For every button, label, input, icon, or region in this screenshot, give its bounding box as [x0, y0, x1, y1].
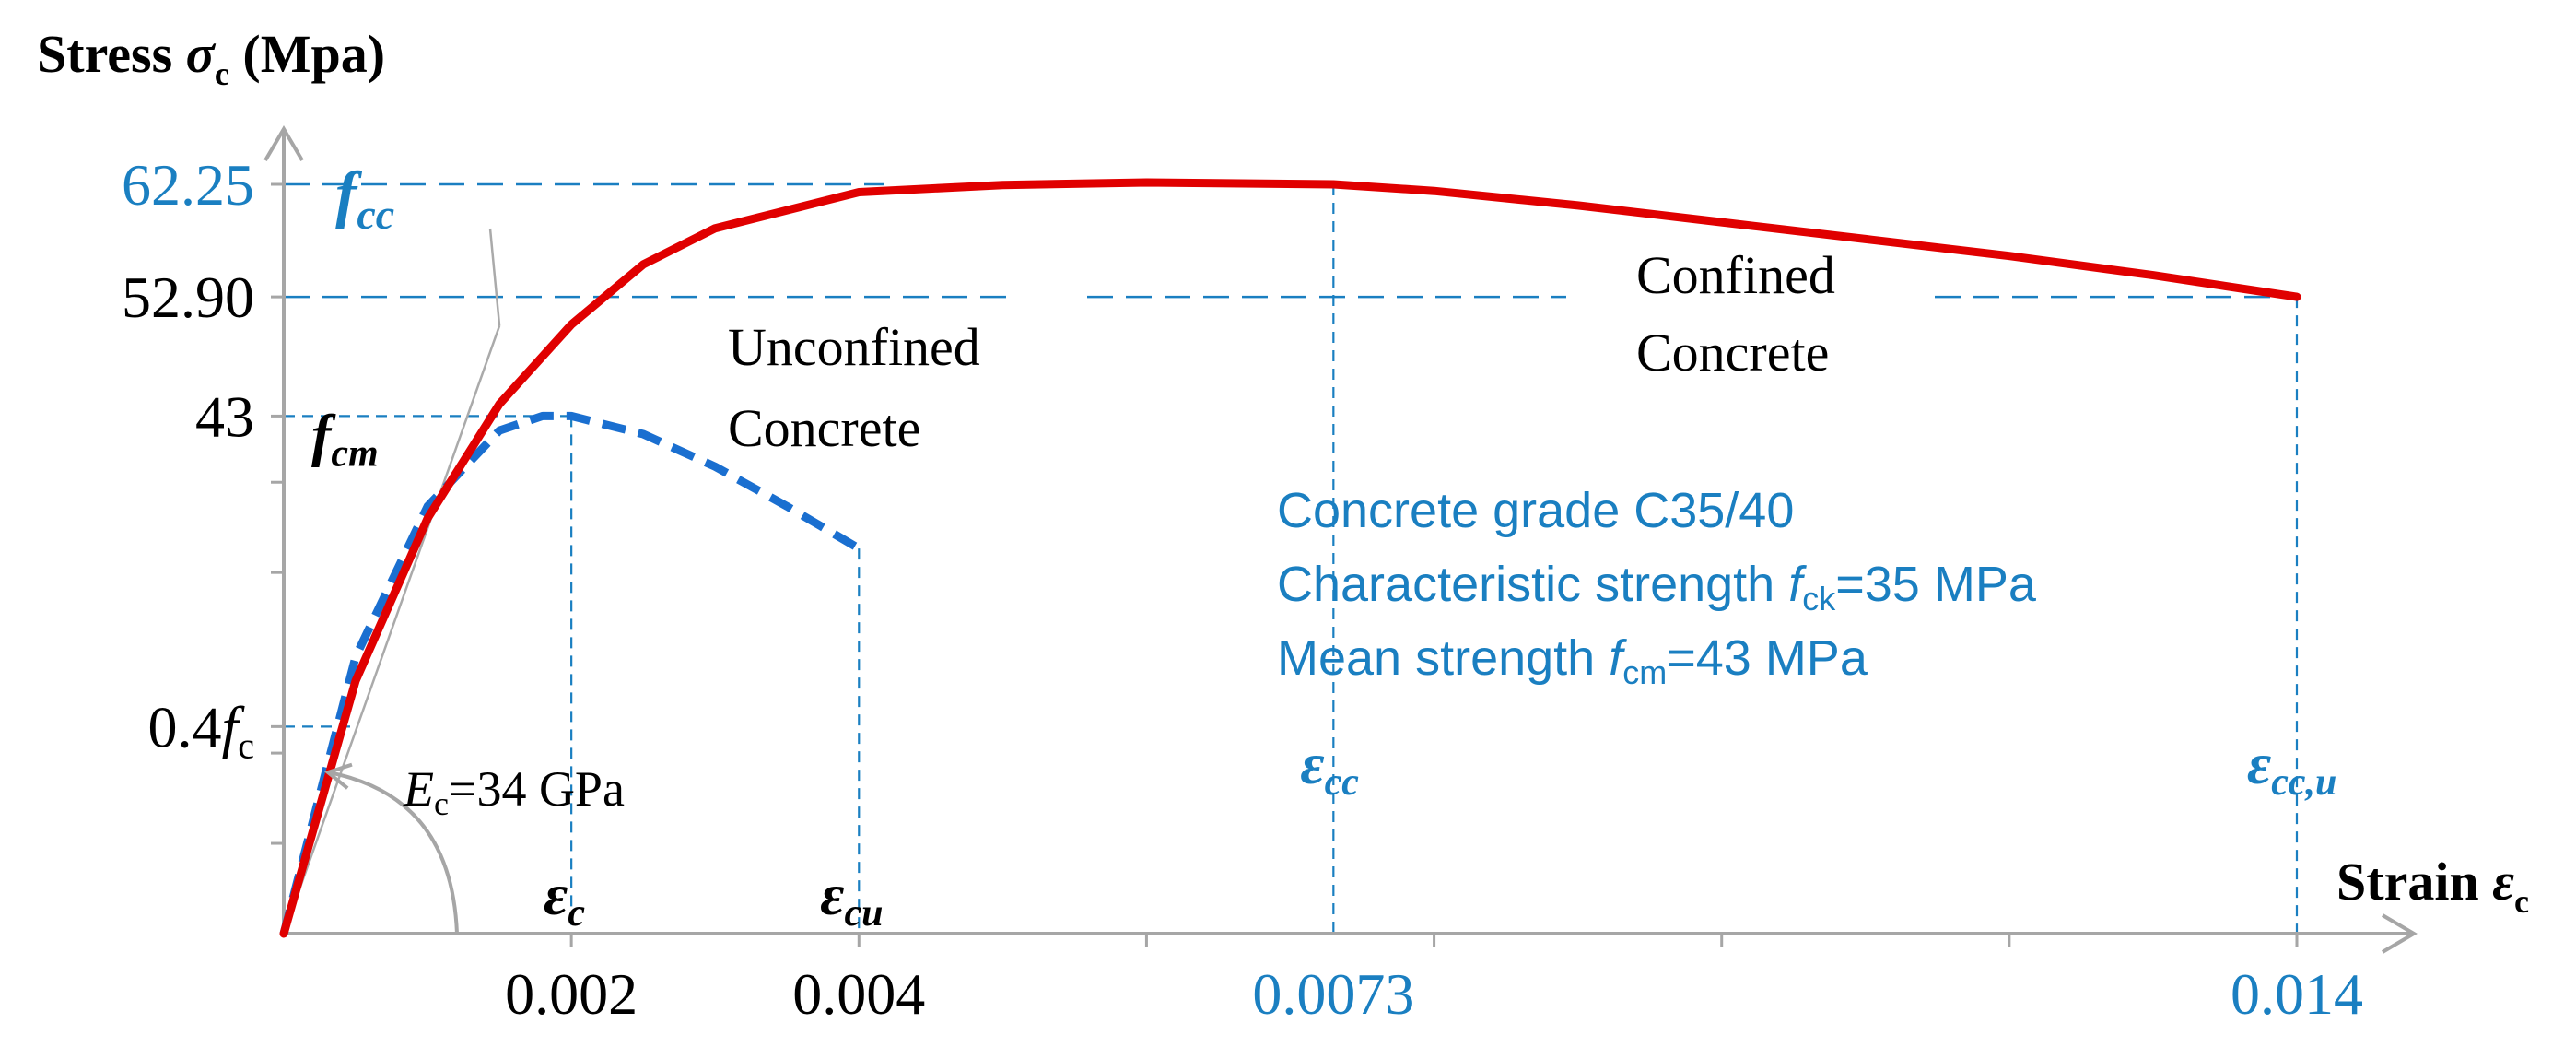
x-tick-label: 0.004 — [792, 961, 925, 1027]
info-line-characteristic: Characteristic strength fck=35 MPa — [1277, 557, 2037, 618]
epsilon-ccu-label: εcc,u — [2247, 731, 2336, 804]
x-tick-label: 0.014 — [2231, 961, 2363, 1027]
epsilon-cu-label: εcu — [820, 862, 883, 935]
info-line-mean: Mean strength fcm=43 MPa — [1277, 630, 1868, 691]
confined-concrete-curve — [279, 178, 2301, 938]
modulus-label: Ec=34 GPa — [403, 761, 625, 822]
modulus-arc-icon — [328, 772, 459, 935]
x-tick-label: 0.002 — [505, 961, 638, 1027]
unconfined-label-line2: Concrete — [728, 398, 920, 458]
reference-lines — [284, 182, 2299, 934]
x-axis-arrow-icon — [2381, 913, 2418, 954]
fcc-label: fcc — [335, 159, 394, 238]
series-layer — [279, 178, 2301, 938]
confined-label-line1: Confined — [1636, 245, 1835, 305]
elastic-modulus-line-ext — [488, 228, 501, 326]
epsilon-cc-label: εcc — [1300, 731, 1359, 804]
y-axis-arrow-icon — [263, 125, 304, 162]
x-tick-label: 0.0073 — [1252, 961, 1414, 1027]
axes — [263, 125, 2418, 954]
epsilon-c-label: εc — [544, 862, 585, 935]
y-tick-label: 0.4fc — [147, 694, 254, 766]
ticks — [271, 182, 2299, 947]
tick-labels: 0.002 0.004 0.0073 0.014 62.25 52.90 43 0.4fc — [122, 152, 2363, 1027]
fcm-label: fcm — [311, 402, 379, 475]
elastic-modulus-line — [282, 325, 501, 935]
y-tick-label: 52.90 — [122, 265, 254, 330]
y-tick-label: 62.25 — [122, 152, 254, 218]
unconfined-label-line1: Unconfined — [728, 317, 980, 377]
x-axis-title: Strain εc — [2336, 852, 2529, 920]
y-axis-title: Stress σc (Mpa) — [37, 24, 385, 92]
confined-label-line2: Concrete — [1636, 323, 1829, 382]
y-tick-label: 43 — [195, 383, 254, 449]
unconfined-concrete-curve — [279, 411, 861, 935]
info-line-grade: Concrete grade C35/40 — [1277, 483, 1794, 538]
